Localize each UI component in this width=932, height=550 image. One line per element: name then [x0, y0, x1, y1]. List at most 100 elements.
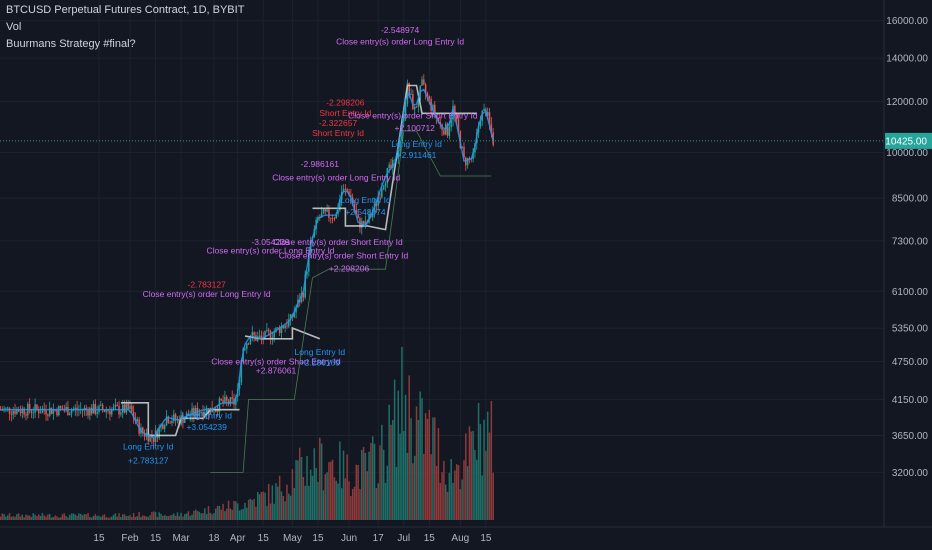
candle-body — [335, 213, 337, 219]
volume-indicator-label[interactable]: Vol — [6, 21, 22, 33]
time-tick-label: Mar — [172, 533, 190, 544]
candle-body — [98, 405, 100, 413]
volume-bar — [384, 482, 387, 520]
volume-bar — [225, 508, 228, 520]
candle-body — [131, 405, 133, 412]
candle-body — [14, 410, 16, 414]
candle-body — [289, 314, 292, 320]
trade-annotation-label: +2.911461 — [397, 150, 437, 160]
candle-body — [111, 409, 113, 415]
volume-bar — [348, 481, 350, 520]
volume-bar — [36, 516, 38, 520]
volume-bar — [59, 517, 62, 520]
candle-body — [36, 404, 38, 410]
candle-body — [450, 119, 452, 128]
volume-bar — [426, 418, 429, 520]
price-tick-label: 8500.00 — [892, 194, 929, 205]
candle-body — [488, 112, 491, 124]
candle-body — [288, 319, 290, 327]
candle-body — [74, 407, 76, 410]
volume-bar — [399, 433, 401, 520]
volume-bar — [459, 489, 462, 520]
candle-body — [428, 96, 431, 99]
price-tick-label: 3650.00 — [892, 431, 929, 442]
volume-bar — [452, 482, 454, 520]
volume-bar — [69, 514, 71, 520]
candle-body — [293, 312, 295, 318]
candle-body — [89, 407, 91, 416]
time-axis[interactable]: 15 Feb 15 Mar 18 Apr 15 May 15 Jun 17 Jul 15 Aug 15 — [0, 526, 932, 544]
volume-bar — [428, 409, 431, 520]
volume-bar — [302, 477, 305, 520]
volume-bar — [470, 431, 473, 520]
volume-bar — [481, 475, 483, 520]
candle-body — [258, 335, 261, 337]
volume-bar — [401, 346, 403, 520]
strategy-indicator-label[interactable]: Buurmans Strategy #final? — [6, 38, 136, 50]
candle-body — [300, 293, 303, 303]
candle-body — [169, 422, 171, 424]
candle-body — [424, 84, 427, 94]
volume-bar — [240, 509, 243, 520]
volume-bar — [483, 419, 485, 520]
candle-body — [120, 412, 122, 415]
trade-annotation-label: Long Entry Id — [340, 195, 391, 205]
volume-bar — [152, 511, 155, 520]
candle-body — [413, 106, 416, 110]
volume-bar — [350, 496, 352, 520]
volume-bar — [83, 514, 86, 520]
volume-bar — [136, 516, 139, 520]
candle-body — [45, 410, 47, 415]
price-axis[interactable]: 16000.00 14000.00 12000.00 10000.00 8500.00 7… — [883, 0, 932, 550]
candle-body — [457, 119, 460, 132]
volume-bar — [116, 516, 118, 520]
candle-body — [426, 93, 429, 97]
candle-body — [415, 106, 418, 108]
candle-body — [401, 121, 403, 141]
candle-body — [320, 213, 323, 218]
volume-bar — [490, 400, 493, 520]
volume-bar — [28, 515, 31, 520]
volume-bar — [184, 514, 186, 520]
volume-bar — [25, 514, 27, 520]
volume-bar — [45, 516, 47, 520]
volume-bar — [163, 515, 166, 520]
candle-body — [382, 186, 385, 190]
candle-body — [225, 396, 228, 401]
candle-body — [302, 293, 305, 298]
candle-body — [403, 117, 405, 122]
volume-bar — [264, 492, 266, 520]
volume-bar — [193, 510, 195, 520]
volume-bar — [463, 460, 465, 520]
candle-body — [295, 307, 297, 313]
candle-body — [246, 343, 248, 349]
candle-body — [142, 427, 144, 433]
volume-bar — [98, 515, 100, 520]
candle-body — [393, 159, 396, 161]
candle-body — [344, 188, 347, 190]
trade-annotation-label: +2.286169 — [300, 358, 341, 368]
volume-bar — [273, 503, 275, 520]
time-tick-label: Jul — [397, 533, 410, 544]
symbol-title[interactable]: BTCUSD Perpetual Futures Contract, 1D, B… — [6, 4, 245, 16]
volume-bar — [286, 484, 288, 520]
time-tick-label: Feb — [121, 533, 139, 544]
volume-bar — [205, 514, 208, 520]
price-tick-label: 4150.00 — [892, 395, 929, 406]
volume-bar — [337, 483, 339, 520]
candle-body — [351, 197, 354, 205]
trade-annotation-label: -2.986161 — [301, 159, 340, 169]
trade-annotation-label: Close entry(s) order Long Entry Id — [143, 289, 271, 299]
volume-bar — [357, 464, 359, 520]
volume-bar — [19, 516, 22, 520]
volume-bar — [437, 428, 440, 520]
candle-body — [468, 157, 471, 159]
volume-bar — [476, 459, 478, 520]
volume-bar — [74, 514, 76, 520]
volume-bar — [390, 424, 392, 520]
volume-bar — [138, 511, 140, 520]
volume-bar — [235, 501, 237, 520]
candle-body — [379, 197, 381, 198]
volume-bar — [238, 510, 241, 520]
volume-bar — [404, 394, 407, 520]
